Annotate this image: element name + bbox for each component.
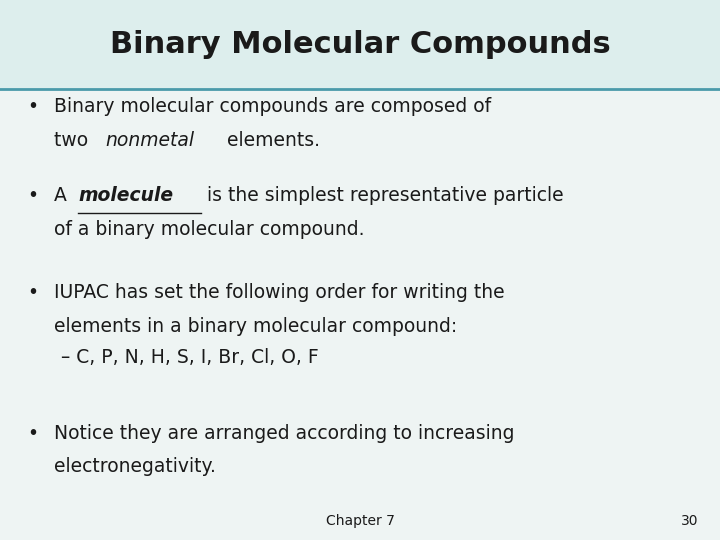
Text: molecule: molecule (78, 186, 174, 205)
Text: •: • (27, 186, 38, 205)
Text: Binary Molecular Compounds: Binary Molecular Compounds (109, 30, 611, 59)
Text: elements in a binary molecular compound:: elements in a binary molecular compound: (54, 317, 457, 336)
Text: two: two (54, 131, 94, 150)
Text: •: • (27, 424, 38, 443)
Text: is the simplest representative particle: is the simplest representative particle (201, 186, 564, 205)
Text: – C, P, N, H, S, I, Br, Cl, O, F: – C, P, N, H, S, I, Br, Cl, O, F (61, 348, 319, 367)
Text: •: • (27, 284, 38, 302)
Text: Binary molecular compounds are composed of: Binary molecular compounds are composed … (54, 97, 491, 116)
Text: 30: 30 (681, 514, 698, 528)
Text: •: • (27, 97, 38, 116)
Text: Chapter 7: Chapter 7 (325, 514, 395, 528)
Text: nonmetal: nonmetal (106, 131, 195, 150)
Text: elements.: elements. (221, 131, 320, 150)
Text: IUPAC has set the following order for writing the: IUPAC has set the following order for wr… (54, 284, 505, 302)
FancyBboxPatch shape (0, 0, 720, 89)
Text: of a binary molecular compound.: of a binary molecular compound. (54, 220, 364, 239)
Text: A: A (54, 186, 73, 205)
Text: electronegativity.: electronegativity. (54, 457, 216, 476)
Text: Notice they are arranged according to increasing: Notice they are arranged according to in… (54, 424, 515, 443)
